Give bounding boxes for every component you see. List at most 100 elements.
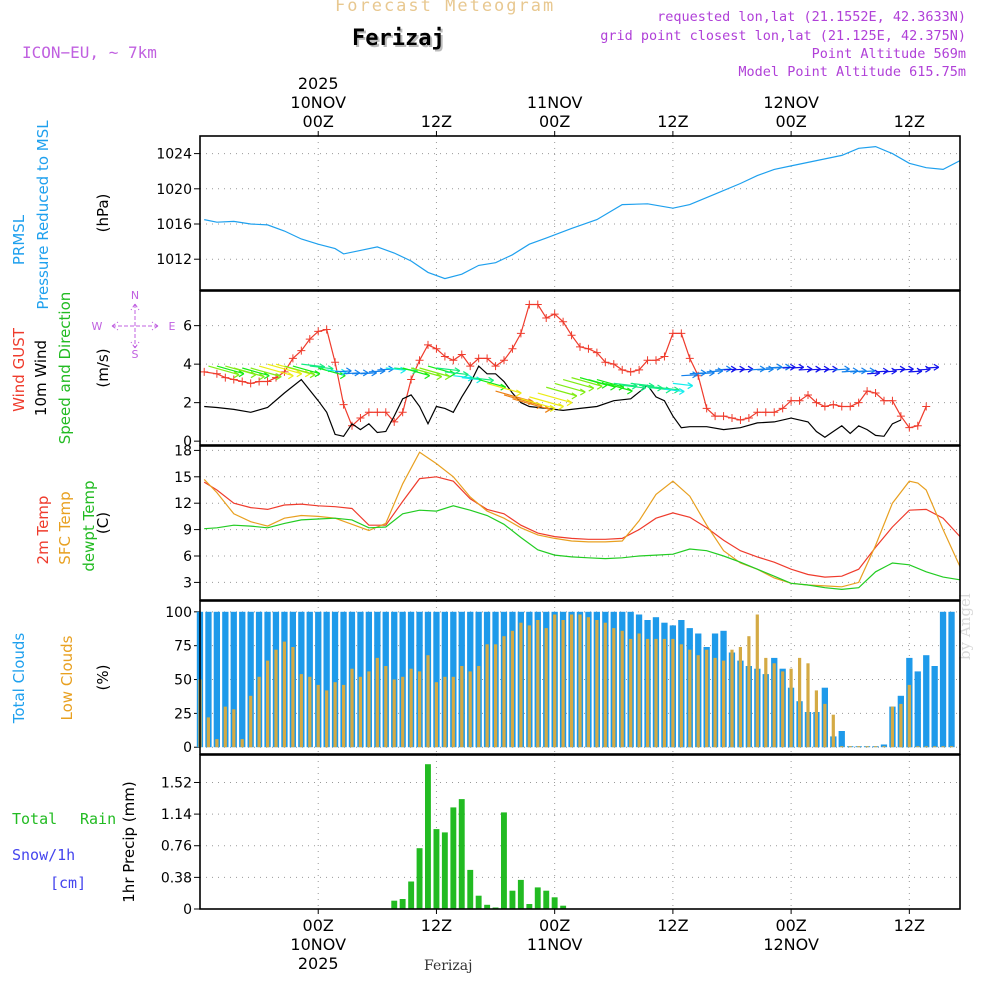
gust-marker xyxy=(407,375,416,384)
wind-arrow xyxy=(258,365,294,377)
wind-arrow xyxy=(461,377,482,381)
bar-low-clouds xyxy=(215,739,219,748)
bar-low-clouds xyxy=(789,668,793,748)
series-line-dewpt-temp xyxy=(204,505,961,591)
bar-low-clouds xyxy=(755,614,759,748)
bar-total-clouds xyxy=(315,611,322,748)
bar-total-clouds xyxy=(923,655,930,748)
label-rain: Rain xyxy=(80,810,116,828)
panel-labels: 2m Temp SFC Temp dewpt Temp(C) xyxy=(34,480,112,571)
wind-arrow-head xyxy=(516,389,522,397)
x-tick-label-top: 00Z xyxy=(539,112,570,131)
x-tick-label-bottom: 11NOV xyxy=(527,935,583,954)
gust-marker xyxy=(643,356,652,365)
footer-station-label: Ferizaj xyxy=(424,958,473,974)
bar-low-clouds xyxy=(578,614,582,748)
bar-total-rain xyxy=(543,890,550,909)
gust-marker xyxy=(474,354,483,363)
wind-arrow-head xyxy=(424,372,430,380)
wind-arrow-head xyxy=(436,373,443,381)
gust-marker xyxy=(584,344,593,353)
bar-low-clouds xyxy=(392,679,396,748)
bar-low-clouds xyxy=(510,630,514,748)
bar-low-clouds xyxy=(544,628,548,748)
bar-low-clouds xyxy=(924,746,928,748)
wind-arrow xyxy=(917,368,931,371)
y-tick-label: 1012 xyxy=(156,252,192,268)
bar-low-clouds xyxy=(426,655,430,748)
wind-arrow xyxy=(486,382,522,394)
x-tick-label-top: 00Z xyxy=(775,112,806,131)
gust-marker xyxy=(567,331,576,340)
gust-marker xyxy=(212,369,221,378)
gust-marker xyxy=(736,415,745,424)
gust-marker xyxy=(466,362,475,371)
series-line-wind-gust xyxy=(204,303,927,429)
compass-north: N xyxy=(131,289,139,302)
label-10m-wind: 10m Wind xyxy=(32,340,50,416)
wind-arrow xyxy=(512,398,551,411)
wind-arrow xyxy=(503,394,542,407)
x-tick-label-bottom: 00Z xyxy=(303,916,334,935)
wind-arrow xyxy=(385,367,406,371)
bar-low-clouds xyxy=(764,657,768,748)
bar-total-clouds xyxy=(205,611,212,748)
wind-arrow-head xyxy=(288,372,294,380)
bar-low-clouds xyxy=(240,739,244,748)
gust-marker xyxy=(449,356,458,365)
gust-marker xyxy=(905,423,914,432)
wind-arrow xyxy=(622,384,646,389)
bar-total-rain xyxy=(433,829,440,909)
gust-marker xyxy=(432,344,441,353)
y-tick-label: 2 xyxy=(183,396,192,412)
y-tick-label: 0.76 xyxy=(161,839,192,855)
label-2m-temp: 2m Temp xyxy=(34,496,52,565)
wind-arrow xyxy=(208,365,240,376)
gust-marker xyxy=(778,404,787,413)
panel-temperature: 3 6 9 12 15 18 2m Temp SFC Temp dewpt Temp(C) xyxy=(34,443,961,601)
gust-marker xyxy=(804,390,812,399)
panel-precip: 0 0.38 0.76 1.14 1.52 Total Rain Snow/1h [cm] 1hr… xyxy=(12,754,961,918)
gust-marker xyxy=(288,354,297,363)
model-label: ICON−EU, ~ 7km xyxy=(22,43,157,62)
bar-low-clouds xyxy=(865,746,869,748)
wind-arrow-head xyxy=(233,371,240,379)
compass-west: W xyxy=(92,320,103,333)
gust-marker xyxy=(415,356,424,365)
bar-low-clouds xyxy=(933,746,937,748)
bar-low-clouds xyxy=(434,682,438,748)
wind-arrow xyxy=(267,363,302,375)
bar-low-clouds xyxy=(299,674,303,748)
bar-low-clouds xyxy=(358,676,362,748)
bar-low-clouds xyxy=(662,638,666,748)
bar-low-clouds xyxy=(257,676,261,748)
gust-marker xyxy=(753,408,762,417)
wind-arrow xyxy=(419,367,451,378)
wind-arrow-head xyxy=(558,402,564,411)
y-tick-label: 0 xyxy=(183,740,192,756)
wind-arrow-head xyxy=(687,382,693,390)
wind-arrow xyxy=(242,367,270,377)
bar-total-clouds xyxy=(914,671,921,748)
label-prmsl: PRMSL xyxy=(10,214,28,265)
wind-arrow xyxy=(318,367,346,377)
y-tick-label: 75 xyxy=(174,639,192,655)
point-altitude: Point Altitude 569m xyxy=(811,46,966,62)
bar-low-clouds xyxy=(823,703,827,748)
gust-marker xyxy=(719,412,728,421)
gust-marker xyxy=(626,367,635,376)
wind-arrow xyxy=(284,365,316,376)
label-total-clouds: Total Clouds xyxy=(10,633,28,725)
panel-ylabel: 1hr Precip (mm) xyxy=(120,781,138,902)
bar-low-clouds xyxy=(561,620,565,748)
x-tick-label-top: 12Z xyxy=(657,112,688,131)
gust-marker xyxy=(576,342,584,351)
bar-low-clouds xyxy=(342,684,346,748)
gust-marker xyxy=(820,402,829,411)
bar-low-clouds xyxy=(747,636,751,748)
wind-arrow xyxy=(630,382,655,387)
bar-total-clouds xyxy=(239,611,246,748)
bar-total-rain xyxy=(534,887,541,909)
bar-total-clouds xyxy=(838,731,845,748)
